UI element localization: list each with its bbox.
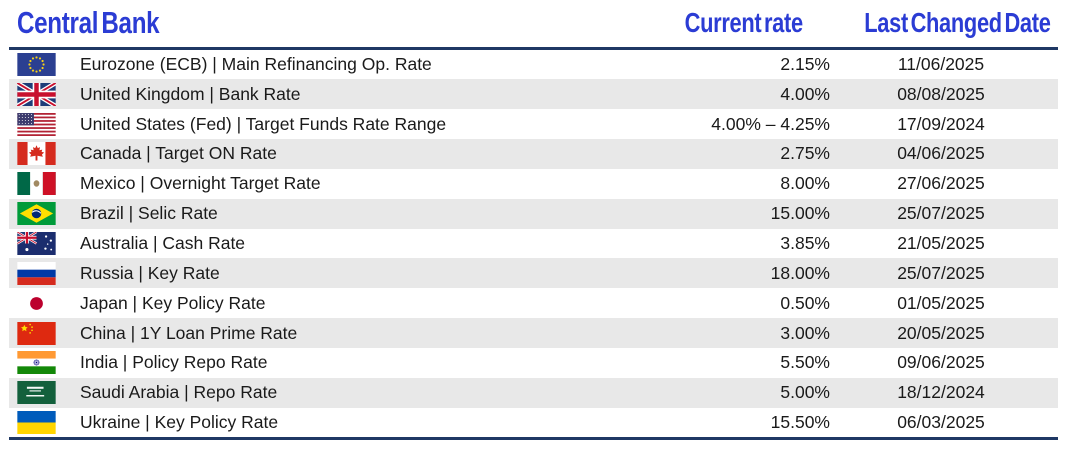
- table-row: China | 1Y Loan Prime Rate 3.00% 20/05/202…: [9, 318, 1058, 348]
- bank-name: Mexico | Overnight Target Rate: [80, 173, 321, 194]
- bank-name: Brazil | Selic Rate: [80, 203, 218, 224]
- table-row: Japan | Key Policy Rate 0.50% 01/05/2025: [9, 288, 1058, 318]
- bank-name: Japan | Key Policy Rate: [80, 292, 266, 313]
- bank-name: Saudi Arabia | Repo Rate: [80, 382, 278, 403]
- bank-name: Russia | Key Rate: [80, 262, 220, 283]
- last-changed-date: 01/05/2025: [897, 292, 985, 313]
- bank-name: United Kingdom | Bank Rate: [80, 83, 301, 104]
- current-rate-value: 5.50%: [780, 352, 830, 373]
- last-changed-date: 25/07/2025: [897, 203, 985, 224]
- last-changed-date: 20/05/2025: [897, 322, 985, 343]
- last-changed-date: 21/05/2025: [897, 232, 985, 253]
- bank-name: China | 1Y Loan Prime Rate: [80, 322, 298, 343]
- table-header-row: Central Bank Current rate Last Changed D…: [9, 0, 1058, 47]
- header-divider-rule: [9, 47, 1058, 50]
- header-cell-current-rate: Current rate: [658, 0, 838, 47]
- table-row: Canada | Target ON Rate 2.75% 04/06/2025: [9, 139, 1058, 169]
- jp-flag-icon: [9, 288, 80, 318]
- current-rate-value: 15.00%: [770, 203, 830, 224]
- table-row: Eurozone (ECB) | Main Refinancing Op. Ra…: [9, 50, 1058, 80]
- current-rate-value: 3.00%: [780, 322, 830, 343]
- last-changed-date: 11/06/2025: [897, 53, 985, 74]
- current-rate-value: 4.00%: [780, 83, 830, 104]
- mx-flag-icon: [9, 169, 80, 199]
- bank-name: United States (Fed) | Target Funds Rate …: [80, 113, 447, 134]
- last-changed-date: 18/12/2024: [897, 382, 985, 403]
- table-row: United States (Fed) | Target Funds Rate …: [9, 109, 1058, 139]
- eu-flag-icon: [9, 50, 80, 80]
- bank-name: Canada | Target ON Rate: [80, 143, 277, 164]
- table-row: United Kingdom | Bank Rate 4.00% 08/08/202…: [9, 79, 1058, 110]
- in-flag-icon: [9, 348, 80, 378]
- current-rate-value: 15.50%: [770, 412, 830, 433]
- last-changed-date: 04/06/2025: [897, 143, 985, 164]
- gb-flag-icon: [9, 79, 80, 109]
- table-row: India | Policy Repo Rate 5.50% 09/06/2025: [9, 348, 1058, 378]
- header-cell-central-bank: Central Bank: [9, 0, 658, 47]
- column-header-central-bank: Central Bank: [17, 4, 160, 40]
- last-changed-date: 09/06/2025: [897, 352, 985, 373]
- ca-flag-icon: [9, 139, 80, 169]
- current-rate-value: 18.00%: [770, 262, 830, 283]
- bottom-border-rule: [9, 437, 1058, 441]
- column-header-current-rate: Current rate: [684, 6, 804, 38]
- last-changed-date: 25/07/2025: [897, 262, 985, 283]
- current-rate-value: 2.75%: [780, 143, 830, 164]
- bank-name: Australia | Cash Rate: [80, 232, 246, 253]
- table-row: Saudi Arabia | Repo Rate 5.00% 18/12/2024: [9, 377, 1058, 408]
- table-row: Mexico | Overnight Target Rate 8.00% 27/06…: [9, 169, 1058, 199]
- current-rate-value: 8.00%: [780, 173, 830, 194]
- current-rate-value: 2.15%: [780, 53, 830, 74]
- ua-flag-icon: [9, 408, 80, 438]
- current-rate-value: 5.00%: [780, 382, 830, 403]
- header-cell-last-changed-date: Last Changed Date: [838, 0, 1073, 47]
- ru-flag-icon: [9, 258, 80, 288]
- rates-table: Central Bank Current rate Last Changed D…: [9, 0, 1058, 441]
- table-row: Brazil | Selic Rate 15.00% 25/07/2025: [9, 198, 1058, 229]
- last-changed-date: 08/08/2025: [897, 83, 985, 104]
- bank-name: Ukraine | Key Policy Rate: [80, 412, 279, 433]
- last-changed-date: 06/03/2025: [897, 412, 985, 433]
- rate-table-body: Eurozone (ECB) | Main Refinancing Op. Ra…: [9, 50, 1058, 438]
- bank-name: Eurozone (ECB) | Main Refinancing Op. Ra…: [80, 53, 432, 74]
- table-row: Ukraine | Key Policy Rate 15.50% 06/03/202…: [9, 408, 1058, 438]
- table-row: Australia | Cash Rate 3.85% 21/05/2025: [9, 229, 1058, 259]
- bank-name: India | Policy Repo Rate: [80, 352, 268, 373]
- current-rate-value: 3.85%: [780, 232, 830, 253]
- last-changed-date: 17/09/2024: [897, 113, 985, 134]
- current-rate-value: 0.50%: [780, 292, 830, 313]
- sa-flag-icon: [9, 378, 80, 408]
- last-changed-date: 27/06/2025: [897, 173, 985, 194]
- au-flag-icon: [9, 229, 80, 259]
- us-flag-icon: [9, 109, 80, 139]
- table-row: Russia | Key Rate 18.00% 25/07/2025: [9, 258, 1058, 289]
- br-flag-icon: [9, 199, 80, 229]
- cn-flag-icon: [9, 318, 80, 348]
- current-rate-value: 4.00% – 4.25%: [711, 113, 830, 134]
- column-header-last-changed-date: Last Changed Date: [864, 6, 1051, 38]
